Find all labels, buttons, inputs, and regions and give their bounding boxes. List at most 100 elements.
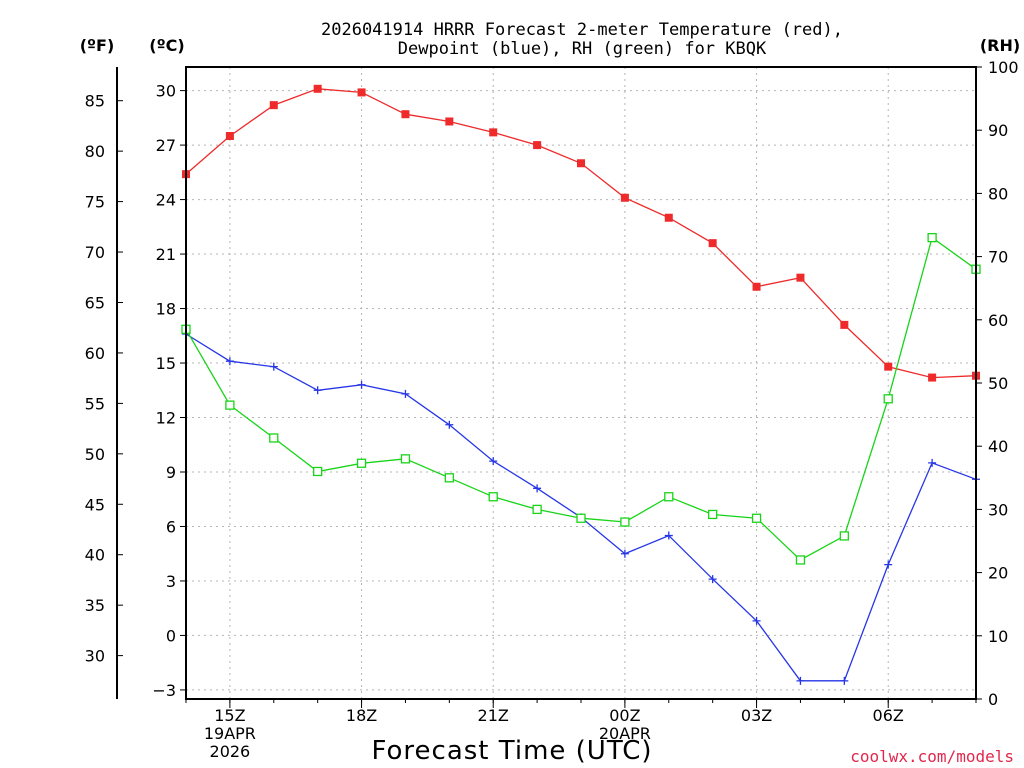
celsius-tick-label: 30 (156, 82, 176, 101)
fahrenheit-tick-label: 85 (85, 92, 105, 111)
celsius-tick-label: 18 (156, 300, 176, 319)
dewpoint-point (269, 362, 278, 371)
dewpoint-point (840, 676, 849, 685)
rh-point (620, 517, 630, 527)
temperature-point (840, 320, 849, 329)
temperature-line (185, 88, 977, 379)
temperature-point (357, 88, 366, 97)
temperature-point (489, 128, 498, 137)
rh-point (356, 458, 367, 468)
rh-point (927, 232, 937, 243)
celsius-tick-label: 15 (156, 354, 176, 373)
chart-title: 2026041914 HRRR Forecast 2-meter Tempera… (321, 20, 843, 59)
celsius-tick-label: 0 (166, 626, 176, 645)
temperature-point (401, 110, 410, 119)
rh-tick-label: 50 (988, 374, 1008, 393)
time-tick-label: 19APR (204, 724, 256, 743)
chart-title-line-1: 2026041914 HRRR Forecast 2-meter Tempera… (321, 20, 843, 40)
temperature-point (752, 282, 761, 291)
temperature-point (577, 159, 585, 168)
rh-tick-label: 90 (988, 121, 1008, 140)
temperature-point (884, 362, 893, 371)
dewpoint-point (445, 420, 454, 429)
temperature-point (533, 141, 542, 150)
fahrenheit-tick-label: 40 (85, 546, 105, 565)
rh-tick-label: 10 (988, 627, 1008, 646)
time-tick-label: 20APR (599, 724, 651, 743)
rh-point (795, 555, 806, 565)
time-tick-label: 2026 (210, 742, 251, 761)
temperature-series (182, 84, 980, 382)
celsius-tick-label: 12 (156, 409, 176, 428)
rh-tick-label: 100 (988, 58, 1019, 77)
rh-point (444, 473, 454, 483)
rh-line (185, 236, 977, 561)
fahrenheit-tick-label: 50 (85, 445, 105, 464)
temperature-point (445, 117, 454, 126)
rh-point (313, 466, 323, 477)
rh-point (839, 531, 849, 541)
rh-tick-label: 40 (988, 437, 1008, 456)
temperature-point (796, 273, 805, 282)
dewpoint-point (620, 549, 629, 558)
celsius-tick-label: 6 (166, 517, 176, 536)
rh-unit-label: (RH) (980, 36, 1020, 55)
celsius-tick-label: −3 (152, 681, 176, 700)
fahrenheit-tick-label: 65 (85, 293, 105, 312)
fahrenheit-unit-label: (ºF) (80, 36, 115, 55)
dewpoint-point (708, 575, 717, 584)
rh-tick-label: 60 (988, 311, 1008, 330)
rh-series (181, 232, 981, 565)
credit-link[interactable]: coolwx.com/models (850, 747, 1014, 766)
dewpoint-series (182, 329, 980, 685)
dewpoint-point (401, 389, 410, 398)
chart-title-line-2: Dewpoint (blue), RH (green) for KBQK (398, 39, 767, 59)
celsius-tick-label: 9 (166, 463, 176, 482)
celsius-tick-label: 24 (156, 191, 176, 210)
dewpoint-point (664, 531, 673, 540)
rh-point (576, 513, 586, 523)
celsius-axis: −3 0 3 6 9 12 15 18 21 24 27 30 (152, 82, 186, 700)
time-tick-label: 15Z (214, 706, 245, 725)
x-axis-title: Forecast Time (UTC) (371, 736, 652, 766)
rh-point (488, 492, 498, 502)
dewpoint-line (185, 333, 977, 682)
dewpoint-point (533, 484, 542, 493)
rh-point (751, 513, 762, 523)
rh-tick-label: 30 (988, 500, 1008, 519)
rh-tick-label: 20 (988, 564, 1008, 583)
rh-point (400, 454, 411, 464)
celsius-tick-label: 21 (156, 245, 176, 264)
rh-point (532, 504, 542, 515)
fahrenheit-tick-label: 60 (85, 344, 105, 363)
temperature-point (708, 239, 717, 248)
rh-point (708, 509, 718, 520)
rh-tick-label: 0 (988, 690, 998, 709)
dewpoint-point (752, 616, 761, 625)
dewpoint-point (357, 380, 366, 389)
rh-axis: 0 10 20 30 40 50 60 70 80 90 100 (976, 58, 1019, 709)
fahrenheit-tick-label: 45 (85, 495, 105, 514)
time-tick-label: 03Z (741, 706, 772, 725)
rh-point (269, 433, 279, 443)
time-tick-label: 00Z (609, 706, 640, 725)
temperature-point (620, 193, 629, 202)
temperature-point (928, 373, 937, 382)
time-tick-label: 21Z (478, 706, 509, 725)
time-tick-label: 18Z (346, 706, 377, 725)
rh-tick-label: 70 (988, 248, 1008, 267)
dewpoint-point (313, 386, 322, 395)
rh-point (225, 400, 235, 410)
temperature-point (664, 213, 673, 222)
temperature-point (269, 101, 278, 110)
dewpoint-point (884, 560, 893, 569)
data-series (181, 84, 981, 685)
fahrenheit-tick-label: 75 (85, 193, 105, 212)
celsius-tick-label: 27 (156, 136, 176, 155)
rh-tick-label: 80 (988, 184, 1008, 203)
dewpoint-point (225, 357, 234, 366)
fahrenheit-tick-label: 35 (85, 596, 105, 615)
fahrenheit-tick-label: 70 (85, 243, 105, 262)
fahrenheit-tick-label: 55 (85, 394, 105, 413)
